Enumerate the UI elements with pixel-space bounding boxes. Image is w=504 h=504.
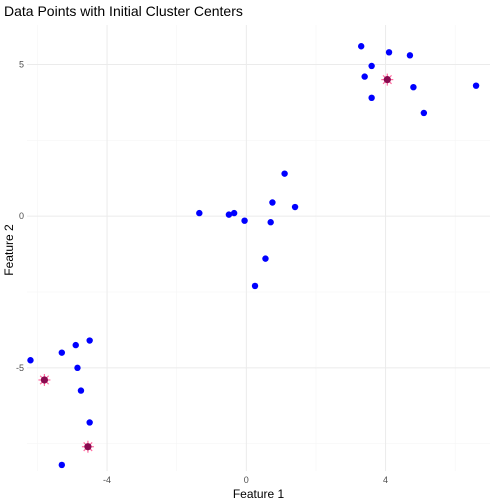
x-tick-labels: -4 0 4	[103, 475, 388, 485]
y-tick-labels: -5 0 5	[16, 59, 24, 372]
data-point	[58, 461, 66, 469]
cluster-center	[381, 73, 394, 86]
data-point	[281, 170, 288, 177]
data-point	[420, 109, 428, 117]
cluster-center	[38, 373, 51, 386]
major-grid	[27, 25, 490, 471]
x-tick-label: -4	[103, 475, 111, 485]
data-point	[267, 219, 274, 226]
data-point	[27, 357, 34, 364]
data-point	[196, 209, 203, 217]
x-axis-title: Feature 1	[233, 487, 285, 501]
center-dot	[40, 376, 49, 384]
data-point	[86, 337, 93, 344]
cluster-centers	[38, 73, 394, 453]
data-point	[385, 49, 393, 56]
chart-title: Data Points with Initial Cluster Centers	[4, 3, 243, 19]
data-point	[269, 199, 276, 206]
data-points	[27, 43, 480, 469]
center-dot	[383, 76, 391, 84]
data-point	[86, 419, 93, 426]
data-point	[225, 211, 233, 218]
data-point	[357, 43, 365, 50]
data-point	[74, 364, 81, 372]
data-point	[410, 83, 417, 91]
y-tick-label: 5	[19, 59, 24, 69]
cluster-center	[81, 440, 94, 453]
center-dot	[84, 443, 92, 451]
data-point	[241, 217, 248, 224]
data-point	[58, 349, 66, 356]
data-point	[361, 73, 368, 80]
y-tick-label: -5	[16, 363, 24, 373]
data-point	[262, 255, 269, 262]
y-axis-title: Feature 2	[2, 224, 16, 276]
data-point	[368, 62, 375, 70]
y-tick-label: 0	[19, 211, 24, 221]
data-point	[77, 387, 85, 394]
data-point	[72, 341, 79, 349]
data-point	[368, 94, 375, 102]
data-point	[251, 282, 259, 290]
data-point	[406, 52, 414, 59]
x-tick-label: 4	[383, 475, 388, 485]
data-point	[291, 203, 299, 211]
data-point	[472, 82, 480, 89]
data-point	[230, 209, 238, 217]
minor-grid	[27, 25, 490, 471]
x-tick-label: 0	[244, 475, 249, 485]
